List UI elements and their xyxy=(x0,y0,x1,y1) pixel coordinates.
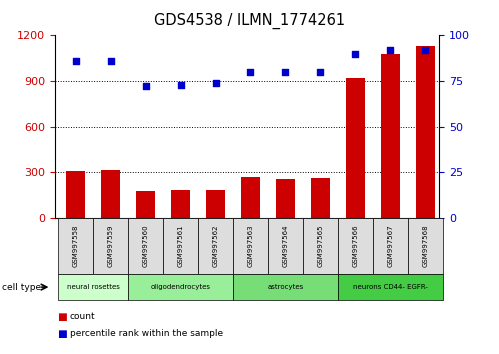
Bar xyxy=(101,170,120,218)
Point xyxy=(386,47,394,53)
Text: GSM997560: GSM997560 xyxy=(143,225,149,267)
Point xyxy=(212,80,220,86)
Bar xyxy=(276,179,295,218)
Bar xyxy=(136,191,155,218)
Bar xyxy=(206,190,225,218)
Text: ■: ■ xyxy=(57,312,67,322)
Text: count: count xyxy=(70,312,95,321)
Bar xyxy=(311,178,330,218)
Text: GSM997568: GSM997568 xyxy=(422,225,428,267)
Text: GSM997566: GSM997566 xyxy=(352,225,358,267)
Point xyxy=(142,84,150,89)
Text: astrocytes: astrocytes xyxy=(267,284,303,290)
Text: GSM997563: GSM997563 xyxy=(248,225,253,267)
Text: GDS4538 / ILMN_1774261: GDS4538 / ILMN_1774261 xyxy=(154,12,345,29)
Bar xyxy=(381,53,400,218)
Text: GSM997561: GSM997561 xyxy=(178,225,184,267)
Text: neural rosettes: neural rosettes xyxy=(67,284,120,290)
Text: oligodendrocytes: oligodendrocytes xyxy=(151,284,211,290)
Text: neurons CD44- EGFR-: neurons CD44- EGFR- xyxy=(353,284,428,290)
Point xyxy=(72,58,80,64)
Bar xyxy=(66,171,85,218)
Point xyxy=(281,69,289,75)
Point xyxy=(247,69,254,75)
Bar xyxy=(416,46,435,218)
Bar xyxy=(241,177,260,218)
Text: GSM997559: GSM997559 xyxy=(108,225,114,267)
Text: ■: ■ xyxy=(57,329,67,339)
Text: GSM997565: GSM997565 xyxy=(317,225,323,267)
Text: GSM997567: GSM997567 xyxy=(387,225,393,267)
Point xyxy=(351,51,359,56)
Point xyxy=(107,58,115,64)
Text: GSM997562: GSM997562 xyxy=(213,225,219,267)
Text: GSM997564: GSM997564 xyxy=(282,225,288,267)
Point xyxy=(421,47,429,53)
Text: cell type: cell type xyxy=(2,282,41,292)
Text: percentile rank within the sample: percentile rank within the sample xyxy=(70,329,223,338)
Bar xyxy=(346,78,365,218)
Text: GSM997558: GSM997558 xyxy=(73,225,79,267)
Bar xyxy=(171,190,190,218)
Point xyxy=(316,69,324,75)
Point xyxy=(177,82,185,87)
